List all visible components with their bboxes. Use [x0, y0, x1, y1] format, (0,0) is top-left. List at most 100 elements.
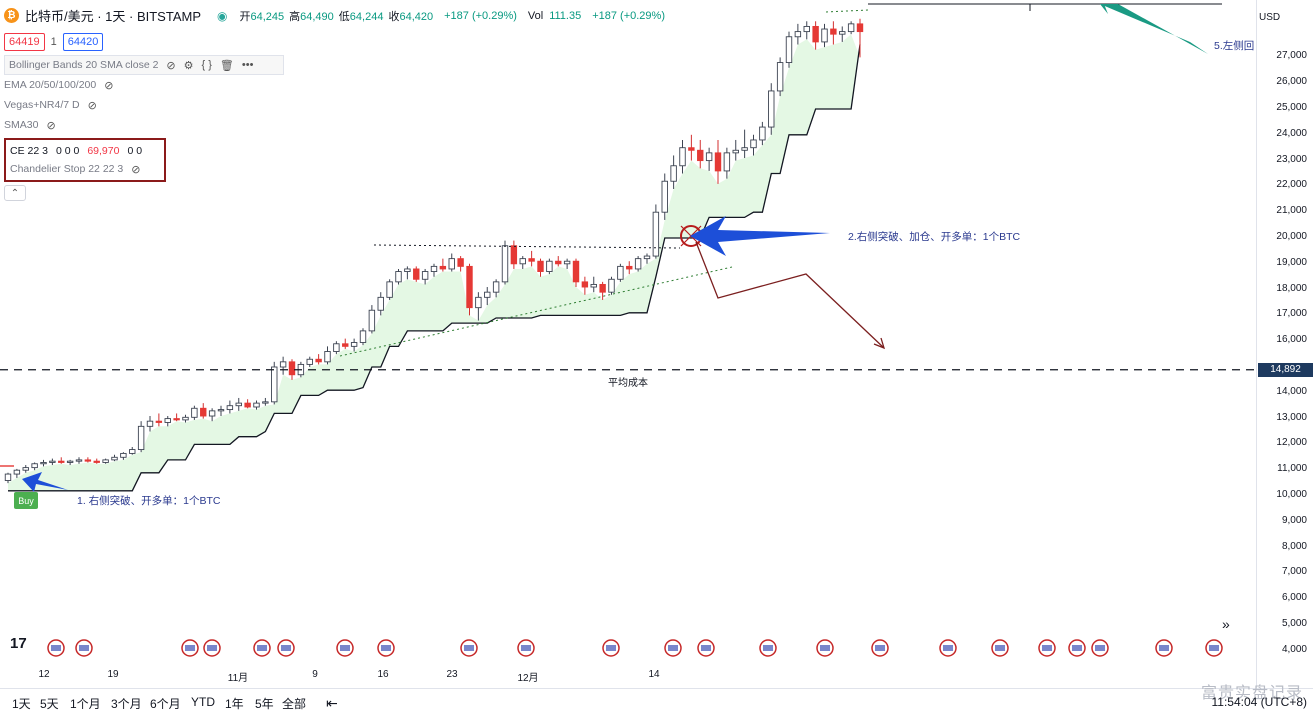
candle-body — [333, 343, 340, 352]
candle-body — [750, 139, 757, 149]
candle — [271, 361, 278, 405]
gear-icon[interactable]: ⚙ — [183, 59, 194, 72]
event-flag-icon — [517, 639, 535, 657]
eye-off-icon[interactable]: ⊘ — [46, 119, 56, 132]
price-tick-label: 26,000 — [1276, 76, 1307, 88]
price-chart[interactable] — [0, 0, 1256, 665]
candle — [563, 258, 571, 269]
price-tick-label: 4,000 — [1281, 643, 1307, 655]
event-flag-icon — [253, 639, 271, 657]
candle-body — [75, 459, 83, 462]
candle — [84, 457, 92, 463]
candle-body — [803, 25, 810, 33]
candle-body — [670, 165, 677, 182]
candle-body — [430, 265, 438, 272]
price-tick-label: 12,000 — [1276, 437, 1307, 449]
candle — [448, 253, 455, 272]
buy-price-button[interactable]: 64420 — [62, 33, 104, 51]
price-tick-label: 19,000 — [1276, 256, 1307, 268]
range-button[interactable]: 全部 — [282, 697, 307, 711]
indicator-label: Bollinger Bands 20 SMA close 2 — [9, 59, 159, 71]
candle-body — [413, 268, 420, 280]
event-flag-icon — [377, 639, 395, 657]
candle-body — [191, 407, 198, 418]
price-tick-label: 9,000 — [1281, 514, 1307, 526]
quantity-value[interactable]: 1 — [50, 36, 57, 48]
more-icon[interactable]: ••• — [241, 59, 254, 71]
tradingview-logo[interactable]: 17 — [10, 635, 27, 652]
ohlc-value: 64,490 — [300, 10, 334, 23]
range-button[interactable]: 5年 — [255, 697, 274, 711]
currency-label[interactable]: USD — [1259, 12, 1281, 23]
range-button[interactable]: 1个月 — [70, 697, 101, 711]
buy-marker[interactable]: Buy — [14, 492, 38, 509]
indicator-bollinger[interactable]: Bollinger Bands 20 SMA close 2 ⊘ ⚙ { } 🗑… — [4, 55, 284, 75]
price-tick-label: 22,000 — [1276, 179, 1307, 191]
candle — [839, 26, 846, 42]
candle — [794, 23, 802, 45]
range-button[interactable]: 1年 — [225, 697, 244, 711]
candle-body — [634, 258, 642, 270]
annotation-1: 1. 右侧突破、开多单：1个BTC — [77, 495, 221, 507]
event-flag-icon — [75, 639, 93, 657]
candle-body — [84, 459, 92, 462]
event-flag-icon — [939, 639, 957, 657]
event-flag-icon — [1155, 639, 1173, 657]
indicator-sma[interactable]: SMA30 ⊘ — [4, 115, 670, 135]
event-flag-icon — [759, 639, 777, 657]
indicator-ce-highlight[interactable]: CE 22 3 0 0 0 69,970 0 0 Chandelier Stop… — [4, 138, 166, 182]
symbol-title[interactable]: 比特币/美元 · 1天 · BITSTAMP — [25, 9, 201, 24]
candle-body — [856, 23, 864, 33]
candle — [155, 413, 163, 427]
scroll-to-realtime-button[interactable]: » — [1222, 616, 1230, 632]
range-button[interactable]: 1天 — [12, 697, 31, 711]
event-flag-icon — [181, 639, 199, 657]
range-button[interactable]: 3个月 — [111, 697, 142, 711]
range-button[interactable]: 6个月 — [150, 697, 181, 711]
time-tick-label: 16 — [377, 669, 389, 680]
candle — [342, 338, 349, 349]
eye-off-icon[interactable]: ⊘ — [87, 99, 97, 112]
indicator-label: Vegas+NR4/7 D — [4, 99, 80, 111]
eye-off-icon[interactable]: ⊘ — [104, 79, 114, 92]
time-axis[interactable]: 12 19 11月 9 16 23 12月 14 — [0, 665, 1256, 687]
indicator-vegas[interactable]: Vegas+NR4/7 D ⊘ — [4, 95, 670, 115]
price-tick-label: 5,000 — [1281, 618, 1307, 629]
candle-body — [652, 211, 660, 257]
candle-body — [111, 456, 118, 461]
candle-body — [235, 402, 242, 407]
candle-body — [723, 152, 731, 172]
candle — [457, 256, 464, 272]
eye-off-icon[interactable]: ⊘ — [131, 163, 141, 176]
candle — [634, 256, 642, 272]
candle — [732, 139, 739, 161]
candle — [120, 452, 127, 460]
code-icon[interactable]: { } — [201, 59, 212, 71]
trash-icon[interactable]: 🗑 — [219, 59, 234, 72]
time-tick-label: 12 — [38, 669, 50, 680]
range-button[interactable]: 5天 — [40, 697, 59, 711]
sell-price-button[interactable]: 64419 — [4, 33, 45, 51]
collapse-legend-button[interactable]: ⌃ — [4, 185, 26, 201]
event-flag-icon — [460, 639, 478, 657]
range-button[interactable]: YTD — [191, 695, 215, 709]
clock-timezone[interactable]: 11:54:04 (UTC+8) — [1211, 695, 1308, 709]
candle-body — [31, 463, 38, 469]
price-axis[interactable]: USD 27,000 26,000 25,000 24,000 23,000 22,000… — [1256, 0, 1313, 688]
price-tick-label: 24,000 — [1276, 127, 1307, 139]
candle — [421, 268, 429, 285]
candle — [830, 21, 837, 45]
date-range-icon[interactable]: ⇤ — [326, 695, 338, 711]
candle-body — [643, 255, 651, 260]
indicator-ema[interactable]: EMA 20/50/100/200 ⊘ — [4, 75, 670, 95]
price-tick-label: 21,000 — [1276, 205, 1307, 217]
eye-off-icon[interactable]: ⊘ — [166, 59, 176, 72]
candle — [200, 403, 207, 419]
price-tick-label: 23,000 — [1276, 153, 1307, 165]
candle-body — [475, 296, 482, 309]
candle — [244, 399, 251, 409]
event-flag-icon — [697, 639, 715, 657]
ohlc-value: 64,244 — [349, 10, 384, 23]
candle — [537, 258, 544, 277]
candle-body — [377, 296, 384, 311]
